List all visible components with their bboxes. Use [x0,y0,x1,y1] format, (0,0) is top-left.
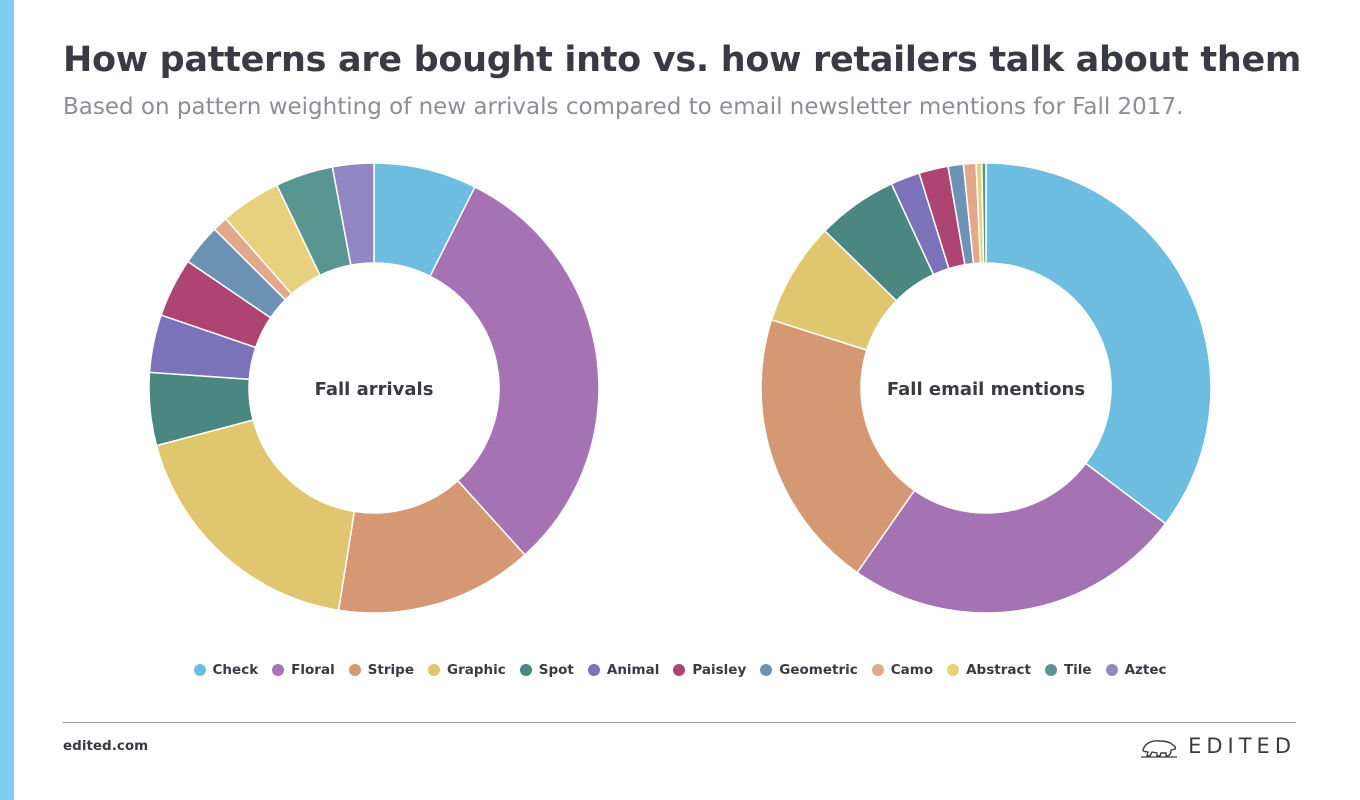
legend-swatch [1044,664,1057,676]
legend-swatch [348,664,361,676]
legend-item-tile: Tile [1044,662,1092,678]
legend-item-aztec: Aztec [1105,662,1167,678]
legend-item-check: Check [193,662,259,678]
polar-bear-icon [1141,740,1178,758]
legend-swatch [193,664,206,676]
accent-bar [0,0,14,800]
legend-item-abstract: Abstract [947,662,1031,678]
legend-label: Graphic [446,662,506,678]
chart-subtitle: Based on pattern weighting of new arriva… [63,94,1184,120]
legend-item-floral: Floral [272,662,335,678]
legend-label: Floral [291,662,335,678]
legend-label: Camo [890,662,934,678]
legend-label: Paisley [692,662,747,678]
legend-swatch [947,664,960,676]
legend-label: Tile [1063,662,1092,678]
legend-label: Check [212,662,259,678]
donut-center-label-email: Fall email mentions [887,379,1085,400]
legend-swatch [1105,664,1118,676]
chart-title: How patterns are bought into vs. how ret… [63,40,1302,80]
donut-fall-email-mentions: Fall email mentions [760,162,1212,614]
legend-swatch [272,664,285,676]
legend-item-spot: Spot [519,662,574,678]
legend-label: Aztec [1124,662,1167,678]
donut-center-label-arrivals: Fall arrivals [315,379,434,400]
slice-aztec [331,162,375,267]
slice-check [985,162,1212,525]
legend-swatch [760,664,773,676]
legend-label: Geometric [779,662,858,678]
legend-item-geometric: Geometric [760,662,858,678]
legend-swatch [871,664,884,676]
chart-legend: Check Floral Stripe Graphic Spot Animal Paisle… [0,662,1360,678]
legend-label: Stripe [367,662,414,678]
legend-label: Spot [538,662,574,678]
slice-stripe [337,479,526,614]
legend-item-graphic: Graphic [427,662,506,678]
legend-label: Abstract [966,662,1031,678]
legend-item-paisley: Paisley [673,662,746,678]
donut-fall-arrivals: Fall arrivals [148,162,600,614]
legend-swatch [427,664,440,676]
legend-item-animal: Animal [587,662,660,678]
footer-url[interactable]: edited.com [63,738,149,754]
brand-logo: EDITED [1140,733,1296,759]
slice-floral [429,185,600,556]
slice-floral [856,462,1167,614]
slice-stripe [760,318,916,574]
legend-swatch [519,664,532,676]
legend-item-stripe: Stripe [348,662,414,678]
brand-wordmark: EDITED [1188,734,1296,758]
legend-swatch [673,664,686,676]
legend-item-camo: Camo [871,662,934,678]
slice-graphic [155,419,356,612]
legend-swatch [587,664,600,676]
slice-tile [980,162,987,264]
footer-divider [63,722,1296,723]
legend-label: Animal [606,662,660,678]
